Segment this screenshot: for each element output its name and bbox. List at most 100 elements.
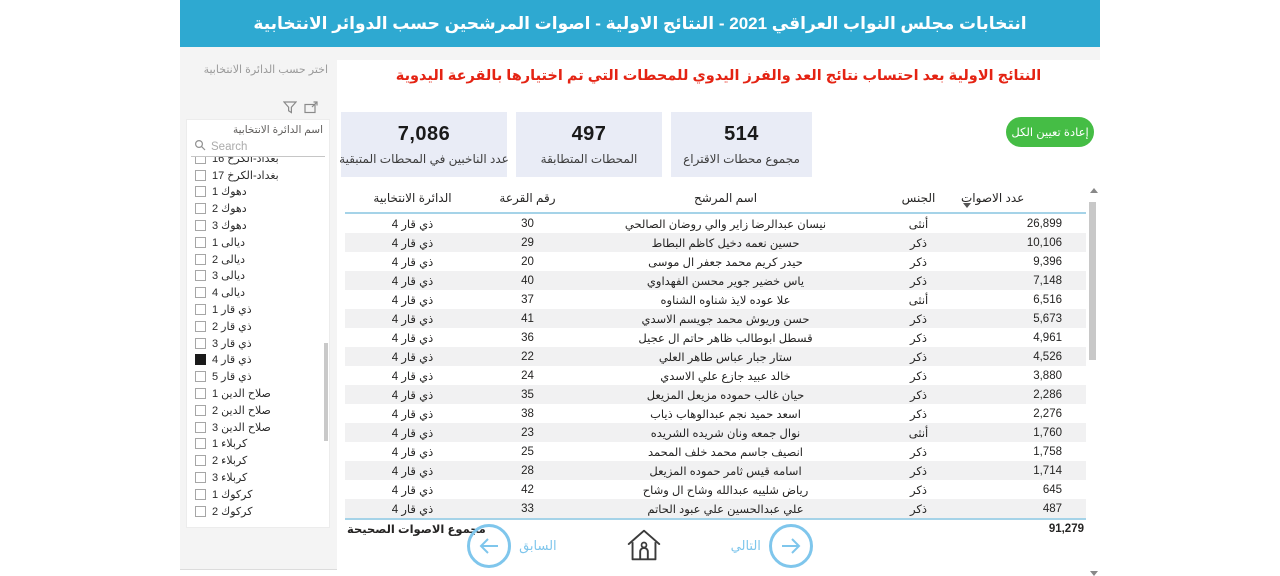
table-row[interactable]: ذي قار 4 30 نيسان عبدالرضا زاير والي روض… bbox=[345, 214, 1086, 233]
table-row[interactable]: ذي قار 4 24 خالد عبيد جازع علي الاسدي ذك… bbox=[345, 366, 1086, 385]
cell-district: ذي قار 4 bbox=[391, 256, 434, 269]
table-row[interactable]: ذي قار 4 40 ياس خضير جوير محسن الفهداوي … bbox=[345, 271, 1086, 290]
district-list-item[interactable]: ذي قار 2 bbox=[187, 318, 329, 335]
district-list-item[interactable]: ديالى 2 bbox=[187, 251, 329, 268]
cell-votes: 7,148 bbox=[1033, 274, 1062, 287]
table-row[interactable]: ذي قار 4 33 علي عبدالحسين علي عبود الحات… bbox=[345, 499, 1086, 518]
scroll-up-icon[interactable] bbox=[1090, 188, 1098, 193]
cell-gender: ذكر bbox=[910, 389, 927, 402]
district-list-item[interactable]: بغداد-الكرخ 17 bbox=[187, 167, 329, 184]
checkbox-icon[interactable] bbox=[195, 455, 206, 467]
col-header-gender[interactable]: الجنس bbox=[901, 191, 936, 205]
district-list-item[interactable]: ذي قار 5 bbox=[187, 368, 329, 385]
district-list-item[interactable]: صلاح الدين 1 bbox=[187, 385, 329, 402]
scroll-down-icon[interactable] bbox=[1090, 571, 1098, 576]
table-row[interactable]: ذي قار 4 29 حسين نعمه دخيل كاظم البطاط ذ… bbox=[345, 233, 1086, 252]
checkbox-icon[interactable] bbox=[195, 304, 206, 316]
checkbox-icon[interactable] bbox=[195, 186, 206, 198]
district-list-item[interactable]: كربلاء 2 bbox=[187, 452, 329, 469]
checkbox-icon[interactable] bbox=[195, 157, 206, 164]
checkbox-icon[interactable] bbox=[195, 287, 206, 299]
checkbox-icon[interactable] bbox=[195, 388, 206, 400]
district-list-item[interactable]: كركوك 2 bbox=[187, 503, 329, 520]
col-header-name[interactable]: اسم المرشح bbox=[693, 191, 758, 205]
district-list-item[interactable]: دهوك 2 bbox=[187, 200, 329, 217]
col-header-votes[interactable]: عدد الاصوات bbox=[961, 191, 1086, 208]
checkbox-icon[interactable] bbox=[195, 337, 206, 349]
cell-district: ذي قار 4 bbox=[391, 332, 434, 345]
district-list-item[interactable]: ذي قار 1 bbox=[187, 301, 329, 318]
table-row[interactable]: ذي قار 4 22 ستار جبار عباس طاهر العلي ذك… bbox=[345, 347, 1086, 366]
table-row[interactable]: ذي قار 4 38 اسعد حميد نجم عبدالوهاب ذياب… bbox=[345, 404, 1086, 423]
checkbox-icon[interactable] bbox=[195, 169, 206, 181]
district-item-label: كركوك 1 bbox=[212, 488, 253, 501]
cell-lottery: 28 bbox=[521, 464, 534, 477]
table-scrollbar[interactable] bbox=[1088, 188, 1098, 576]
slicer-scrollbar-thumb[interactable] bbox=[324, 343, 328, 441]
cell-district: ذي قار 4 bbox=[391, 370, 434, 383]
checkbox-icon[interactable] bbox=[195, 438, 206, 450]
col-header-lottery[interactable]: رقم القرعة bbox=[499, 191, 556, 205]
district-list-item[interactable]: كربلاء 3 bbox=[187, 469, 329, 486]
table-row[interactable]: ذي قار 4 28 اسامه قيس ثامر حموده المزيعل… bbox=[345, 461, 1086, 480]
district-list-item[interactable]: ذي قار 3 bbox=[187, 335, 329, 352]
district-item-label: ذي قار 2 bbox=[212, 320, 252, 333]
checkbox-icon[interactable] bbox=[195, 270, 206, 282]
cell-votes: 4,526 bbox=[1033, 350, 1062, 363]
district-list-item[interactable]: كربلاء 1 bbox=[187, 436, 329, 453]
district-list-item[interactable]: بغداد-الكرخ 16 bbox=[187, 157, 329, 167]
cell-votes: 3,880 bbox=[1033, 369, 1062, 382]
table-row[interactable]: ذي قار 4 25 انصيف جاسم محمد خلف المحمد ذ… bbox=[345, 442, 1086, 461]
district-list-item[interactable]: كركوك 3 bbox=[187, 520, 329, 521]
checkbox-icon[interactable] bbox=[195, 404, 206, 416]
table-row[interactable]: ذي قار 4 37 علا عوده لايذ شناوه الشناوه … bbox=[345, 290, 1086, 309]
prev-page-button[interactable] bbox=[467, 524, 512, 568]
filter-icon[interactable] bbox=[283, 101, 297, 114]
checkbox-icon[interactable] bbox=[195, 354, 206, 366]
table-row[interactable]: ذي قار 4 41 حسن وريوش محمد جويسم الاسدي … bbox=[345, 309, 1086, 328]
home-button[interactable] bbox=[623, 524, 665, 569]
checkbox-icon[interactable] bbox=[195, 505, 206, 517]
checkbox-icon[interactable] bbox=[195, 236, 206, 248]
next-page-button[interactable] bbox=[768, 524, 813, 568]
district-list-item[interactable]: ديالى 4 bbox=[187, 284, 329, 301]
table-row[interactable]: ذي قار 4 23 نوال جمعه ونان شريده الشريده… bbox=[345, 423, 1086, 442]
cell-lottery: 24 bbox=[521, 369, 534, 382]
district-list-item[interactable]: ديالى 1 bbox=[187, 234, 329, 251]
next-page-label[interactable]: التالي bbox=[730, 538, 761, 553]
table-body: ذي قار 4 30 نيسان عبدالرضا زاير والي روض… bbox=[345, 214, 1086, 518]
table-row[interactable]: ذي قار 4 20 حيدر كريم محمد جعفر ال موسى … bbox=[345, 252, 1086, 271]
table-scrollbar-thumb[interactable] bbox=[1089, 202, 1096, 360]
district-list-item[interactable]: صلاح الدين 3 bbox=[187, 419, 329, 436]
district-list-item[interactable]: ديالى 3 bbox=[187, 268, 329, 285]
checkbox-icon[interactable] bbox=[195, 371, 206, 383]
checkbox-icon[interactable] bbox=[195, 253, 206, 265]
table-row[interactable]: ذي قار 4 35 حيان غالب حموده مزيعل المزيع… bbox=[345, 385, 1086, 404]
checkbox-icon[interactable] bbox=[195, 488, 206, 500]
table-row[interactable]: ذي قار 4 36 قسطل ابوطالب ظاهر حاتم ال عج… bbox=[345, 328, 1086, 347]
district-list-item[interactable]: دهوك 1 bbox=[187, 184, 329, 201]
reset-all-button[interactable]: إعادة تعيين الكل bbox=[1006, 117, 1094, 147]
cell-lottery: 38 bbox=[521, 407, 534, 420]
district-list-item[interactable]: كركوك 1 bbox=[187, 486, 329, 503]
district-list-item[interactable]: دهوك 3 bbox=[187, 217, 329, 234]
checkbox-icon[interactable] bbox=[195, 472, 206, 484]
checkbox-icon[interactable] bbox=[195, 220, 206, 232]
home-icon bbox=[627, 529, 660, 560]
checkbox-icon[interactable] bbox=[195, 421, 206, 433]
focus-mode-icon[interactable] bbox=[304, 101, 318, 114]
district-item-label: ديالى 1 bbox=[212, 236, 246, 249]
checkbox-icon[interactable] bbox=[195, 203, 206, 215]
prev-page-label[interactable]: السابق bbox=[519, 538, 557, 553]
report-header: انتخابات مجلس النواب العراقي 2021 - النت… bbox=[180, 0, 1100, 47]
col-header-district[interactable]: الدائرة الانتخابية bbox=[373, 191, 452, 205]
slicer-search[interactable]: Search bbox=[191, 138, 325, 157]
cell-gender: ذكر bbox=[910, 256, 927, 269]
cell-lottery: 42 bbox=[521, 483, 534, 496]
district-list-item[interactable]: ذي قار 4 bbox=[187, 352, 329, 369]
district-list-item[interactable]: صلاح الدين 2 bbox=[187, 402, 329, 419]
kpi-label: عدد الناخبين في المحطات المتبقية bbox=[339, 152, 509, 166]
table-row[interactable]: ذي قار 4 42 رياض شلييه عبدالله وشاح ال و… bbox=[345, 480, 1086, 499]
checkbox-icon[interactable] bbox=[195, 320, 206, 332]
table-total-row: مجموع الاصوات الصحيحة 91,279 bbox=[345, 518, 1086, 538]
